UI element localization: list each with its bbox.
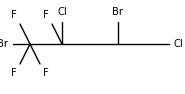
Text: Br: Br [112, 7, 124, 17]
Text: F: F [43, 10, 49, 20]
Text: Br: Br [0, 39, 8, 49]
Text: Cl: Cl [57, 7, 67, 17]
Text: F: F [11, 10, 17, 20]
Text: F: F [43, 68, 49, 78]
Text: Cl: Cl [174, 39, 184, 49]
Text: F: F [11, 68, 17, 78]
